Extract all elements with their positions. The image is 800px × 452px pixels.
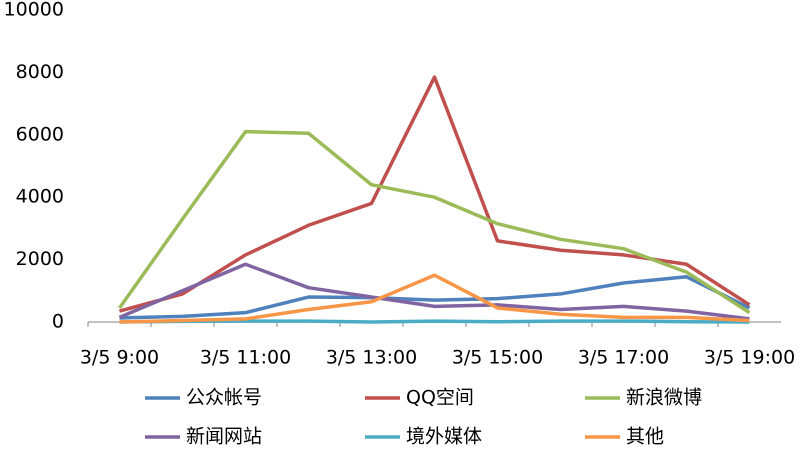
x-tick-label: 3/5 17:00 <box>578 347 669 369</box>
y-tick-label: 2000 <box>16 248 64 270</box>
x-tick-label: 3/5 15:00 <box>452 347 543 369</box>
y-tick-label: 6000 <box>16 123 64 145</box>
x-tick-label: 3/5 13:00 <box>326 347 417 369</box>
legend-label: 公众帐号 <box>186 387 262 409</box>
x-tick-label: 3/5 11:00 <box>200 347 291 369</box>
legend-label: 新浪微博 <box>626 387 702 409</box>
series-line <box>118 129 751 315</box>
legend-label: QQ空间 <box>406 387 474 409</box>
legend-label: 其他 <box>626 426 664 448</box>
y-tick-label: 4000 <box>16 186 64 208</box>
series-line <box>118 262 750 321</box>
x-tick-label: 3/5 9:00 <box>80 347 159 369</box>
y-tick-label: 8000 <box>16 61 64 83</box>
y-tick-label: 0 <box>52 311 64 333</box>
legend-label: 境外媒体 <box>406 426 482 448</box>
x-tick-label: 3/5 19:00 <box>704 347 795 369</box>
legend-label: 新闻网站 <box>186 426 262 448</box>
y-tick-label: 10000 <box>4 0 64 21</box>
series-line <box>119 275 751 320</box>
series-line <box>119 273 750 324</box>
series-line <box>119 319 750 324</box>
